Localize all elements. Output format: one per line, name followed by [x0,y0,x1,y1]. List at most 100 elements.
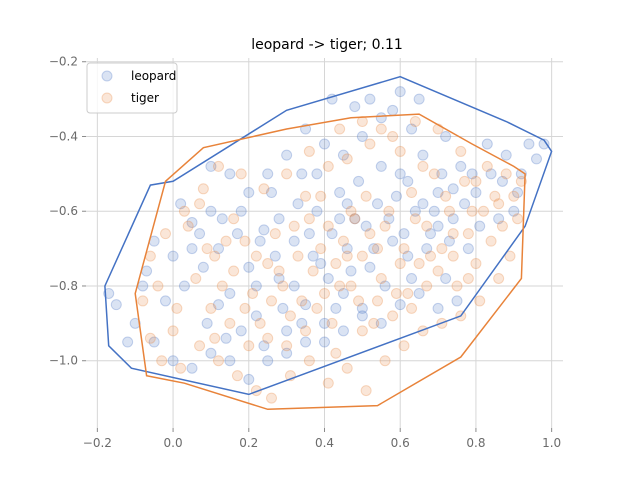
point-leopard [292,198,304,210]
point-leopard [129,317,141,329]
point-tiger [288,220,300,232]
point-tiger [201,243,213,255]
point-tiger [224,317,236,329]
point-leopard [122,336,134,348]
point-leopard [262,168,274,180]
point-leopard [470,187,482,199]
point-tiger [406,302,418,314]
point-leopard [330,302,342,314]
point-tiger [447,228,459,240]
point-tiger [443,205,455,217]
point-tiger [239,302,251,314]
point-tiger [273,265,285,277]
point-leopard [368,243,380,255]
point-tiger [213,160,224,172]
point-leopard [466,168,478,180]
point-leopard [231,228,243,240]
point-tiger [421,280,433,292]
point-tiger [413,258,425,270]
point-tiger [322,377,334,389]
point-leopard [379,280,391,292]
point-tiger [197,183,209,195]
chart-title: leopard -> tiger; 0.11 [251,37,403,53]
point-tiger [379,355,391,367]
point-tiger [239,235,251,247]
point-tiger [493,198,505,210]
point-tiger [220,235,232,247]
point-tiger [205,302,217,314]
point-tiger [330,347,342,359]
point-tiger [356,250,368,262]
point-leopard [496,175,508,187]
point-tiger [228,213,240,225]
point-tiger [345,280,357,292]
point-tiger [428,168,440,180]
point-leopard [413,287,425,299]
point-tiger [360,385,372,397]
point-tiger [156,355,168,367]
point-leopard [402,250,414,262]
point-tiger [303,145,315,157]
point-leopard [406,123,418,135]
point-tiger [481,160,493,172]
point-leopard [269,250,281,262]
point-tiger [315,243,327,255]
point-leopard [148,336,160,348]
point-leopard [273,213,285,225]
point-tiger [360,190,372,202]
point-tiger [470,258,482,270]
point-leopard [372,198,383,210]
series-tiger-points [137,116,527,404]
point-leopard [364,93,376,105]
point-leopard [224,287,236,299]
point-tiger [322,220,334,232]
series-leopard-points [103,86,550,385]
point-leopard [186,243,198,255]
point-tiger [300,190,312,202]
point-leopard [394,299,406,311]
point-leopard [432,187,444,199]
point-tiger [228,265,240,277]
point-leopard [288,235,300,247]
point-leopard [277,302,289,314]
point-leopard [296,168,308,180]
point-tiger [137,295,149,307]
point-leopard [459,198,471,210]
point-tiger [175,362,187,374]
point-tiger [266,295,277,307]
point-leopard [319,317,330,329]
point-leopard [266,187,277,199]
point-tiger [409,116,421,128]
point-leopard [356,310,368,322]
point-leopard [258,224,270,236]
point-leopard [319,336,330,348]
point-leopard [447,183,459,195]
point-tiger [247,287,259,299]
point-leopard [375,112,387,124]
point-leopard [322,273,334,285]
point-tiger [167,325,179,337]
point-tiger [277,280,289,292]
point-leopard [481,138,493,150]
scatter-points [103,86,550,404]
point-tiger [262,258,274,270]
point-leopard [512,187,524,199]
point-tiger [307,265,319,277]
point-tiger [451,280,463,292]
x-tick-label: 0.2 [239,436,258,450]
point-tiger [364,228,376,240]
point-leopard [137,280,149,292]
point-leopard [334,187,346,199]
point-leopard [319,138,330,150]
point-leopard [387,104,399,116]
point-leopard [186,216,198,228]
point-leopard [413,93,425,105]
point-tiger [231,370,243,382]
point-tiger [341,362,353,374]
point-tiger [512,213,524,225]
point-tiger [375,273,387,285]
point-leopard [398,228,410,240]
point-leopard [523,138,535,150]
point-tiger [485,235,497,247]
